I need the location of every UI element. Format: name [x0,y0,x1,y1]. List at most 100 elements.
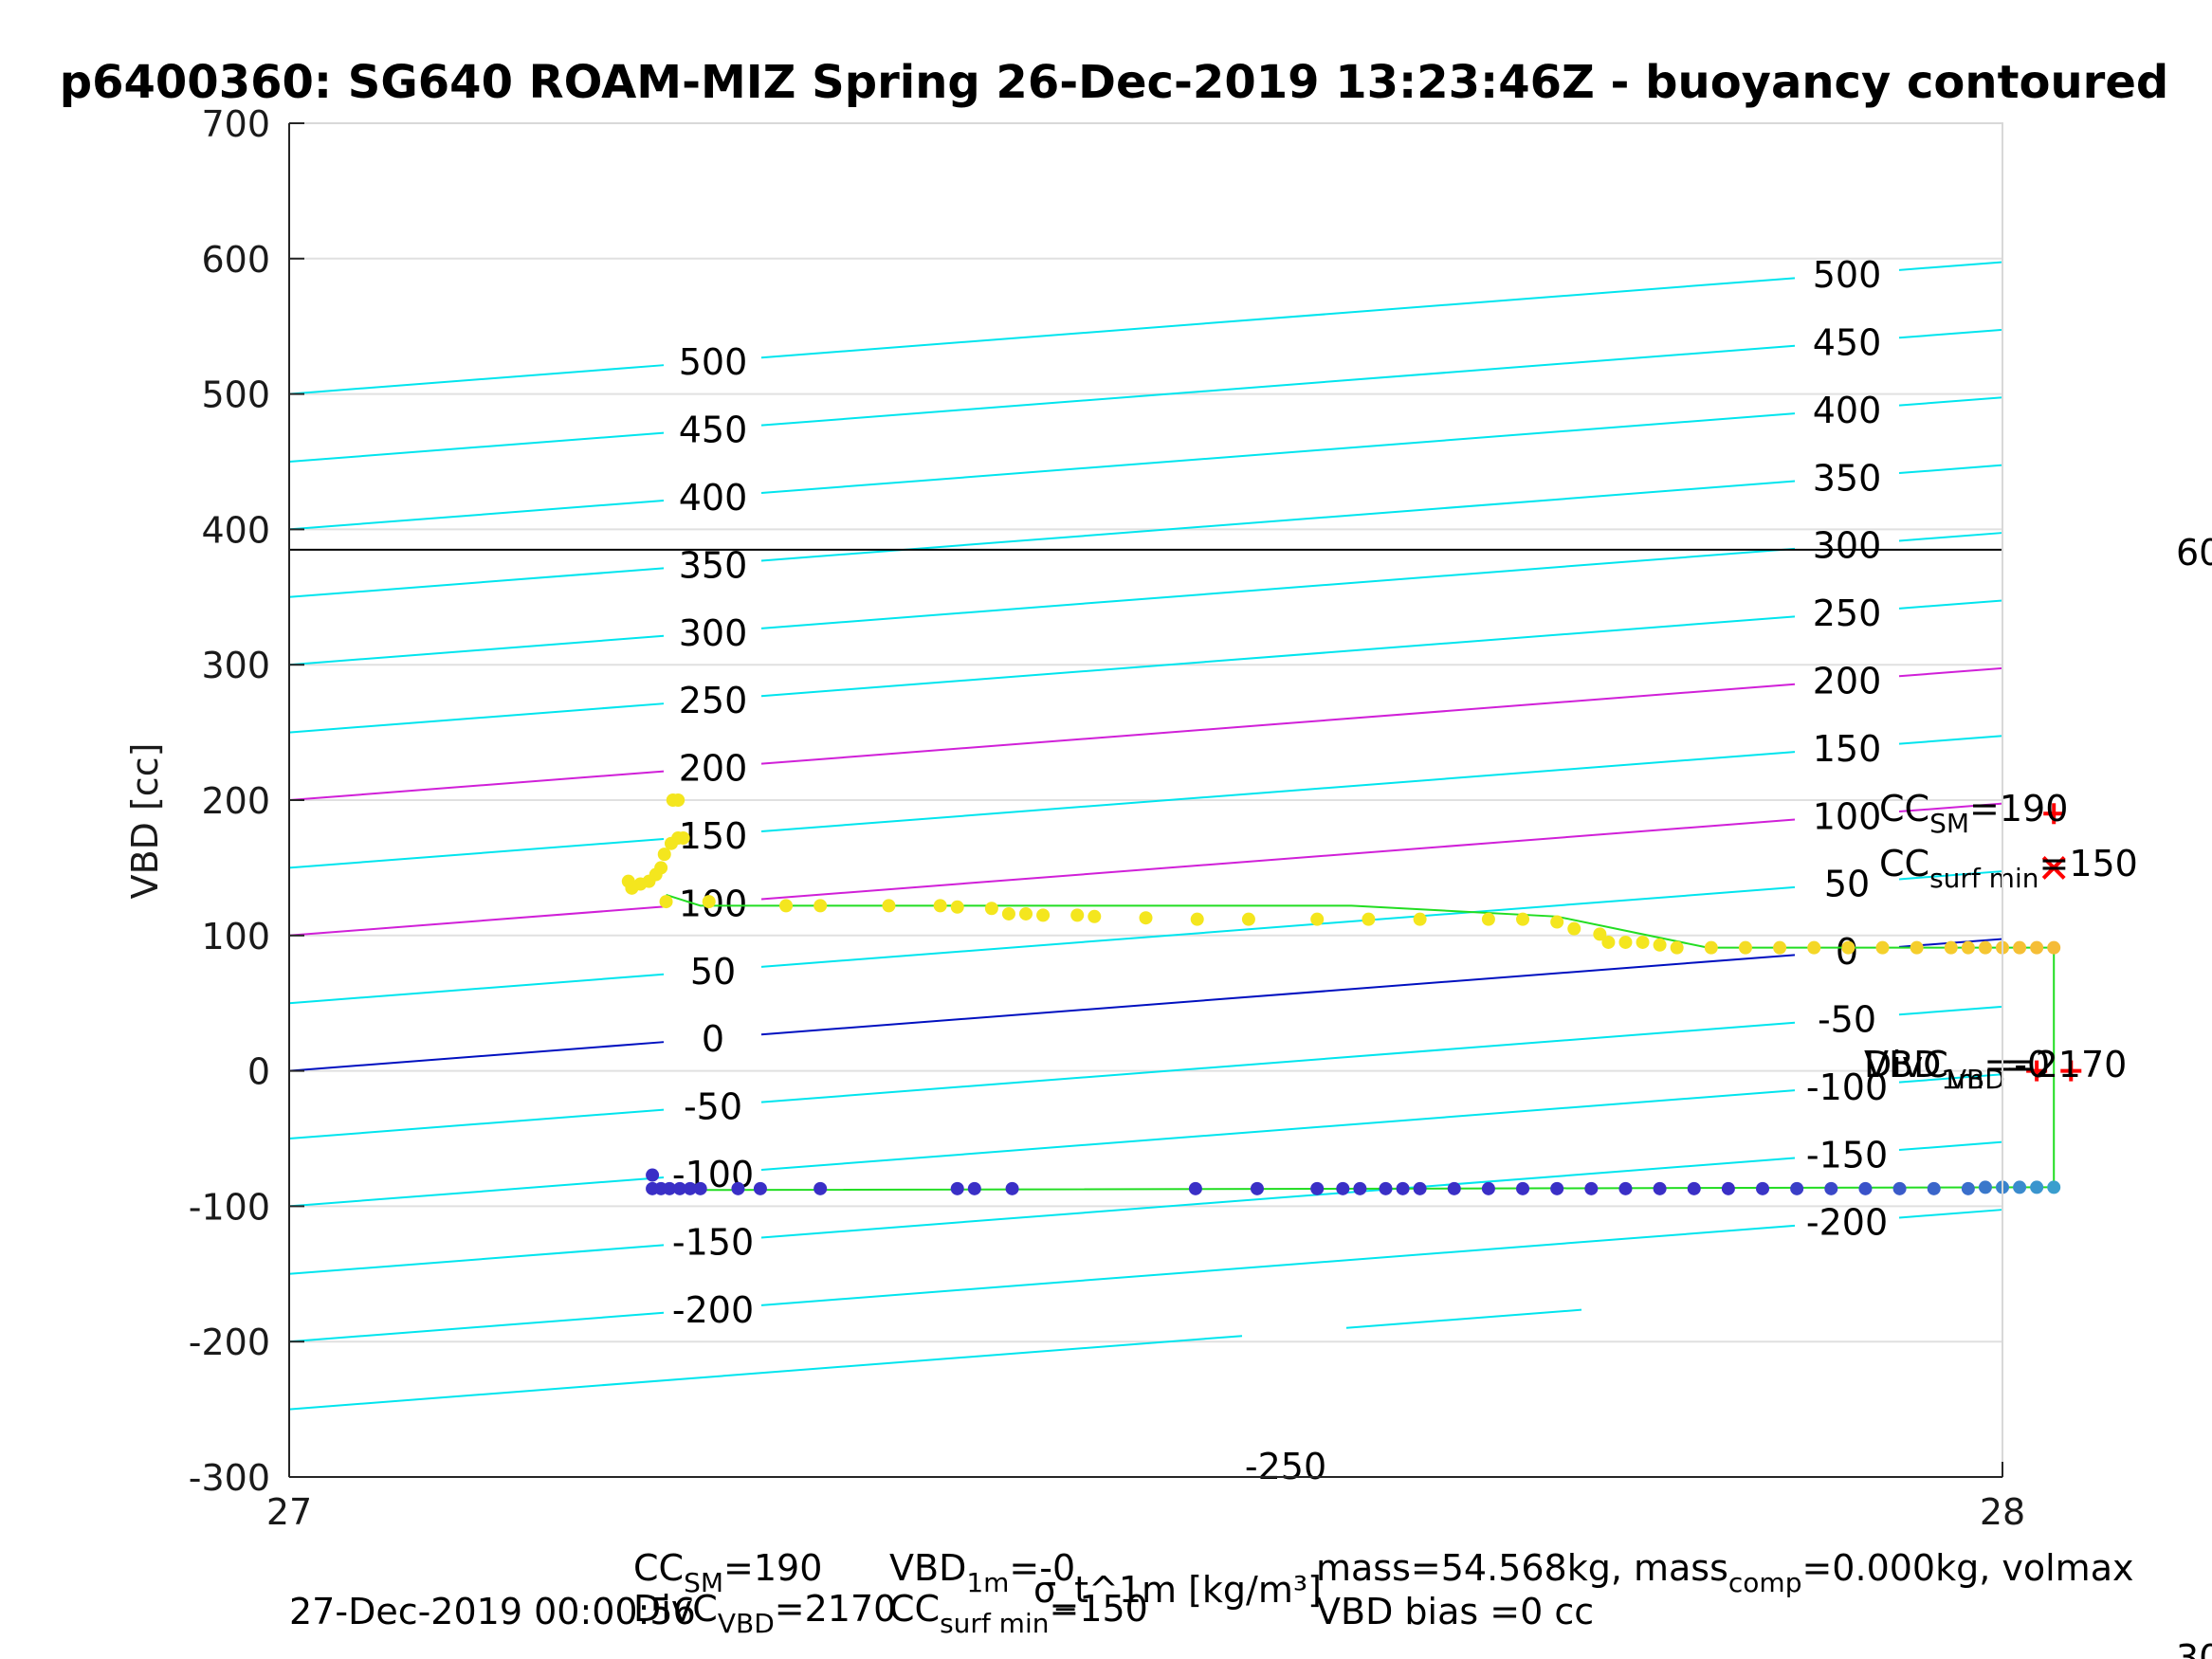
data-point [1379,1181,1393,1195]
data-point [1250,1181,1264,1195]
y-tick-label: 100 [201,916,270,957]
contour-line [760,1224,1796,1306]
marker-label: VBD1m=-0 [1864,1044,2050,1095]
data-point [1721,1181,1735,1195]
data-point [1550,1181,1564,1195]
contour-line [760,1089,1796,1172]
y-tick-label: 300 [201,645,270,686]
data-point [1516,912,1530,926]
contour-label: 50 [1824,864,1870,905]
contour-line [1898,599,2003,610]
data-point [1088,909,1102,923]
data-point [1773,940,1787,955]
data-point [1001,906,1015,921]
data-point [1353,1181,1367,1195]
contour-line [760,277,1796,359]
y-tick-label: -100 [189,1186,270,1228]
footer: CCSM=190 VBD1m=-0 27-Dec-2019 00:00:56 D… [289,1547,2212,1659]
data-point [1927,1181,1941,1195]
data-point [2030,1180,2044,1194]
contour-line [760,885,1796,968]
data-point [1841,940,1856,955]
contour-line [1898,735,2003,745]
grid-lines [289,122,2002,1478]
contour-label: 50 [690,951,736,993]
footer-vbd-bias: VBD bias =0 cc [1316,1591,1594,1632]
y-tick-label: -200 [189,1322,270,1363]
data-point [1413,1181,1427,1195]
buoyancy-contours: 500450400350300250200150100500-50-100-15… [288,254,2003,1487]
contour-line [1898,328,2003,339]
data-point [1190,912,1204,926]
contour-label: -100 [1806,1066,1888,1108]
data-point [1005,1181,1019,1195]
contour-line [288,567,665,598]
contour-label: 450 [679,410,748,451]
contour-label: 400 [679,477,748,519]
data-point [933,899,947,913]
data-point [967,1181,981,1195]
data-point [1704,940,1718,955]
contour-label: 0 [702,1018,724,1060]
y-tick-label: 600 [201,239,270,281]
marker-label: CCSM=190 [1879,788,2068,839]
data-point [1961,940,1975,955]
contour-line [760,683,1796,765]
contour-label: 150 [679,815,748,857]
data-point [1362,912,1376,926]
contour-line [1898,1140,2003,1152]
contour-line [288,431,665,463]
data-point [1738,940,1752,955]
contour-line [288,364,665,395]
data-point [1516,1181,1530,1195]
data-point [659,895,673,909]
data-point [1036,908,1051,922]
contour-label: 450 [1813,321,1882,363]
contour-line [760,1021,1796,1103]
data-point [950,1181,964,1195]
data-point [1978,1180,1992,1194]
contour-line [760,412,1796,495]
footer-divc: DivCVBD=2170 [633,1588,896,1639]
contour-label: -250 [1245,1446,1326,1487]
contour-label: 300 [679,612,748,654]
y-tick-label: 400 [201,509,270,551]
contour-line [760,954,1796,1036]
x-tick-label: 28 [1980,1491,2025,1533]
footer-corner-fragment: 30 [2176,1637,2212,1659]
data-point [663,1181,677,1195]
chart-title: p6400360: SG640 ROAM-MIZ Spring 26-Dec-2… [60,56,2169,109]
data-point [1790,1181,1804,1195]
data-point [2013,1180,2027,1194]
data-point [1070,908,1085,922]
data-point [1188,1181,1202,1195]
data-point [664,836,678,850]
contour-label: 500 [679,341,748,383]
data-point [950,900,964,914]
data-point [683,1181,697,1195]
data-point [814,899,828,913]
contour-line [288,837,665,869]
data-point [657,848,671,862]
data-point [1567,921,1581,936]
data-point [1019,906,1033,921]
contour-label: -150 [672,1221,754,1263]
marker-x [2041,855,2066,880]
contour-line [760,751,1796,833]
data-point [1824,1181,1838,1195]
data-point [1875,940,1890,955]
contour-line [288,1244,665,1275]
contour-line [1898,261,2003,271]
data-point [1481,1181,1495,1195]
y-tick-label: 700 [201,103,270,145]
contour-line [288,973,665,1005]
data-point [1593,927,1607,941]
footer-date: 27-Dec-2019 00:00:56 [289,1591,696,1632]
contour-line [288,1176,665,1208]
data-point [1670,940,1684,955]
data-point [1807,940,1821,955]
y-axis-label: VBD [cc] [124,743,166,900]
